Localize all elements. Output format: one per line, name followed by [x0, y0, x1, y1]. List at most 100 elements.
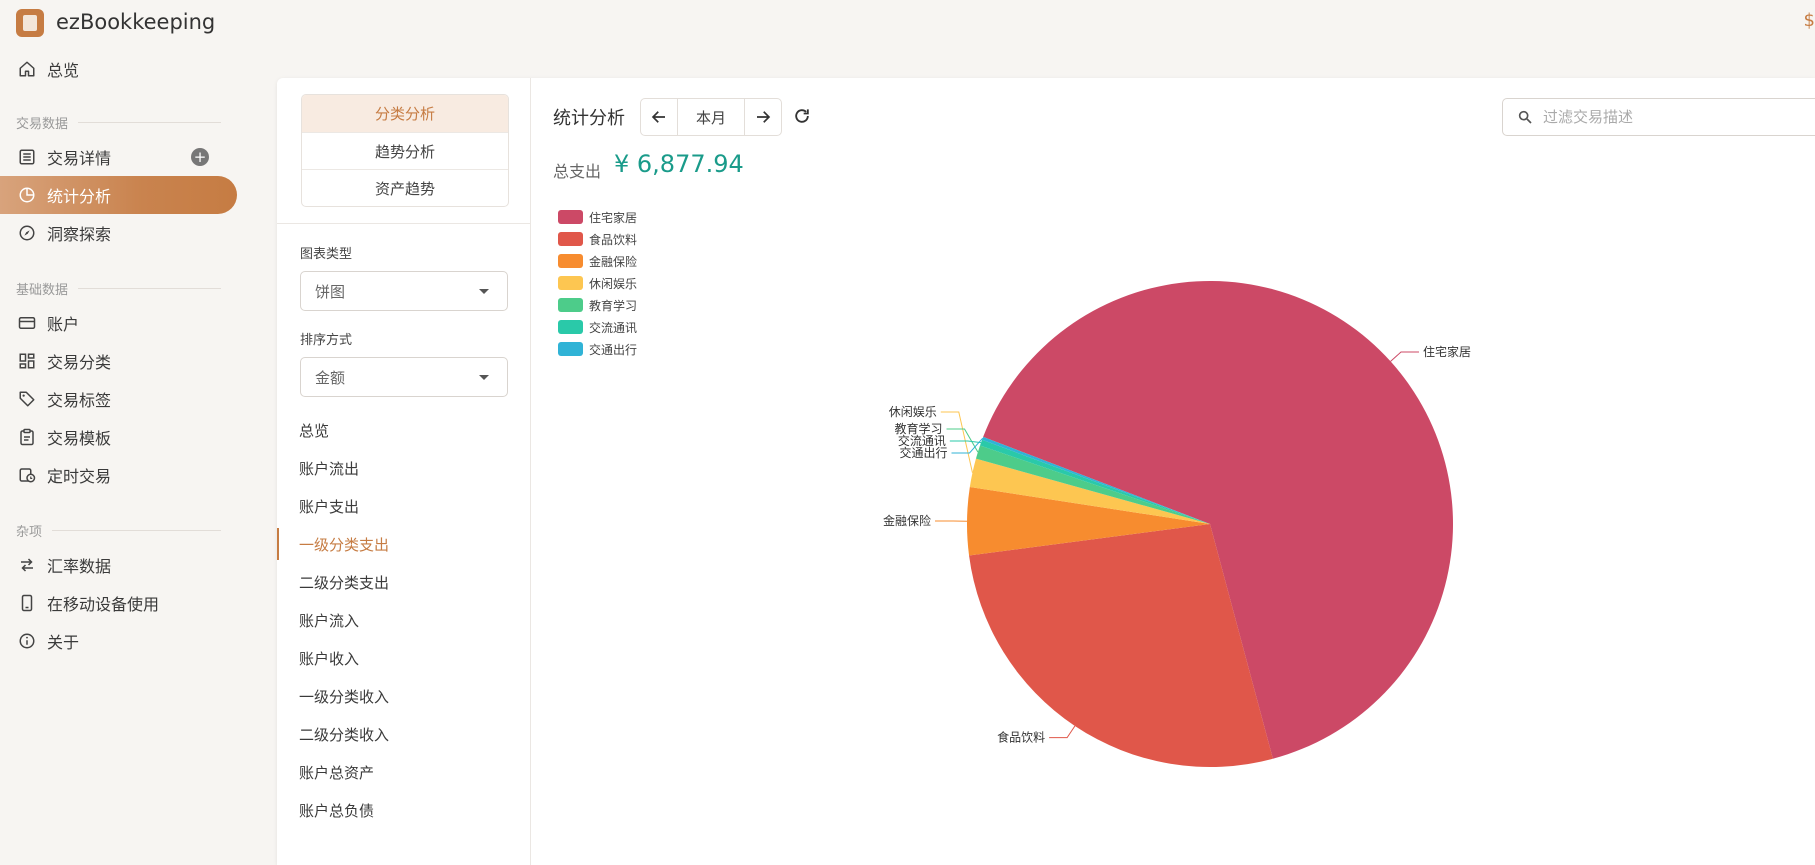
clipboard-icon — [17, 427, 37, 447]
legend-item[interactable]: 交通出行 — [558, 338, 637, 360]
arrow-left-icon — [651, 111, 665, 123]
refresh-button[interactable] — [792, 106, 814, 128]
sidebar-item-mobile[interactable]: 在移动设备使用 — [0, 584, 237, 622]
total-expense-amount: ¥ 6,877.94 — [614, 150, 744, 178]
pie-slice-label: 金融保险 — [883, 513, 931, 528]
stat-item-primary-category-income[interactable]: 一级分类收入 — [299, 687, 390, 706]
compass-icon — [17, 223, 37, 243]
search-icon — [1518, 110, 1532, 124]
sidebar-item-label: 交易详情 — [47, 149, 112, 168]
pie-slice[interactable] — [983, 281, 1453, 759]
pie-label-line — [949, 440, 982, 444]
section-label-transactions: 交易数据 — [16, 113, 221, 132]
panel-divider — [277, 223, 531, 224]
pie-slice[interactable] — [967, 486, 1210, 556]
pie-label-line — [1390, 351, 1419, 362]
sidebar-item-templates[interactable]: 交易模板 — [0, 418, 237, 456]
pie-slice-label: 交流通讯 — [898, 433, 946, 448]
pie-slice[interactable] — [980, 439, 1210, 524]
sidebar-item-insights[interactable]: 洞察探索 — [0, 214, 237, 252]
sort-by-label: 排序方式 — [300, 333, 353, 348]
tab-category-analysis[interactable]: 分类分析 — [302, 95, 508, 132]
sidebar-item-about[interactable]: 关于 — [0, 622, 237, 660]
tab-trend-analysis[interactable]: 趋势分析 — [302, 132, 508, 169]
sidebar-item-label: 账户 — [47, 315, 80, 334]
pie-slice[interactable] — [969, 458, 1210, 524]
add-transaction-button[interactable]: + — [191, 148, 209, 166]
stat-item-secondary-category-expense[interactable]: 二级分类支出 — [299, 573, 390, 592]
pie-slice[interactable] — [975, 445, 1210, 524]
stat-item-secondary-category-income[interactable]: 二级分类收入 — [299, 725, 390, 744]
legend-item[interactable]: 交流通讯 — [558, 316, 637, 338]
legend-label: 金融保险 — [589, 254, 638, 269]
total-expense-label: 总支出 — [553, 162, 602, 181]
chart-type-label: 图表类型 — [300, 247, 353, 262]
transaction-filter[interactable] — [1502, 98, 1815, 136]
stat-item-account-income[interactable]: 账户收入 — [299, 649, 360, 668]
stat-item-account-inflow[interactable]: 账户流入 — [299, 611, 360, 630]
pie-label-line — [951, 438, 983, 454]
section-label-misc: 杂项 — [16, 521, 221, 540]
pie-label-line — [1049, 725, 1076, 739]
sidebar-item-transaction-details[interactable]: 交易详情 + — [0, 138, 237, 176]
app-title[interactable]: ezBookkeeping — [56, 10, 216, 34]
sidebar-item-accounts[interactable]: 账户 — [0, 304, 237, 342]
sort-by-value: 金额 — [315, 368, 346, 387]
period-navigator: 本月 — [640, 98, 782, 136]
legend-swatch — [558, 276, 583, 290]
sidebar-item-overview[interactable]: 总览 — [0, 50, 237, 88]
stat-item-primary-category-expense[interactable]: 一级分类支出 — [277, 528, 531, 560]
app-bar: ezBookkeeping $ — [0, 0, 1815, 46]
legend-item[interactable]: 住宅家居 — [558, 206, 637, 228]
legend-swatch — [558, 320, 583, 334]
sort-by-select[interactable]: 金额 — [300, 357, 508, 397]
swap-icon — [17, 555, 37, 575]
sidebar-item-label: 在移动设备使用 — [47, 595, 160, 614]
sidebar-item-exchange-rates[interactable]: 汇率数据 — [0, 546, 237, 584]
sidebar-item-label: 交易分类 — [47, 353, 112, 372]
sidebar-item-label: 交易模板 — [47, 429, 112, 448]
grid-icon — [17, 351, 37, 371]
analysis-options-panel: 分类分析 趋势分析 资产趋势 图表类型 饼图 排序方式 金额 总览 账户流出 账… — [277, 78, 531, 865]
legend-item[interactable]: 教育学习 — [558, 294, 637, 316]
sidebar-item-label: 汇率数据 — [47, 557, 112, 576]
calendar-clock-icon — [17, 465, 37, 485]
pie-slice[interactable] — [982, 436, 1210, 524]
period-selector[interactable]: 本月 — [677, 99, 745, 135]
legend-item[interactable]: 休闲娱乐 — [558, 272, 637, 294]
section-label-basic: 基础数据 — [16, 279, 221, 298]
sidebar: 总览 交易数据 交易详情 + 统计分析 洞察探索 基础数据 账户 交 — [0, 46, 240, 865]
sidebar-item-label: 统计分析 — [47, 187, 112, 206]
pie-chart-icon — [17, 185, 37, 205]
stat-item-total-assets[interactable]: 账户总资产 — [299, 763, 375, 782]
sidebar-item-tags[interactable]: 交易标签 — [0, 380, 237, 418]
statistics-card: 分类分析 趋势分析 资产趋势 图表类型 饼图 排序方式 金额 总览 账户流出 账… — [277, 78, 1815, 865]
user-menu-edge[interactable]: $ — [1803, 10, 1815, 31]
app-logo[interactable] — [16, 9, 44, 37]
sidebar-item-label: 定时交易 — [47, 467, 112, 486]
sidebar-item-statistics[interactable]: 统计分析 — [0, 176, 237, 214]
legend-item[interactable]: 食品饮料 — [558, 228, 637, 250]
previous-period-button[interactable] — [641, 99, 677, 135]
stat-item-account-expense[interactable]: 账户支出 — [299, 497, 360, 516]
chart-legend: 住宅家居 食品饮料金融保险休闲娱乐教育学习交流通讯 交通出行 — [558, 206, 637, 360]
sidebar-item-label: 总览 — [47, 61, 80, 80]
pie-label-line — [946, 428, 979, 453]
legend-label: 休闲娱乐 — [589, 276, 638, 291]
sidebar-item-scheduled[interactable]: 定时交易 — [0, 456, 237, 494]
pie-slice[interactable] — [969, 524, 1273, 767]
next-period-button[interactable] — [745, 99, 781, 135]
chart-type-value: 饼图 — [315, 282, 346, 301]
chart-type-select[interactable]: 饼图 — [300, 271, 508, 311]
stat-item-total-liabilities[interactable]: 账户总负债 — [299, 801, 375, 820]
info-icon — [17, 631, 37, 651]
pie-label-line — [940, 411, 973, 473]
legend-label: 教育学习 — [589, 298, 638, 313]
tab-asset-trend[interactable]: 资产趋势 — [302, 169, 508, 206]
sidebar-item-categories[interactable]: 交易分类 — [0, 342, 237, 380]
stat-item-overview[interactable]: 总览 — [299, 421, 330, 440]
legend-item[interactable]: 金融保险 — [558, 250, 637, 272]
stat-item-account-outflow[interactable]: 账户流出 — [299, 459, 360, 478]
transaction-filter-input[interactable] — [1543, 108, 1783, 126]
credit-card-icon — [17, 313, 37, 333]
